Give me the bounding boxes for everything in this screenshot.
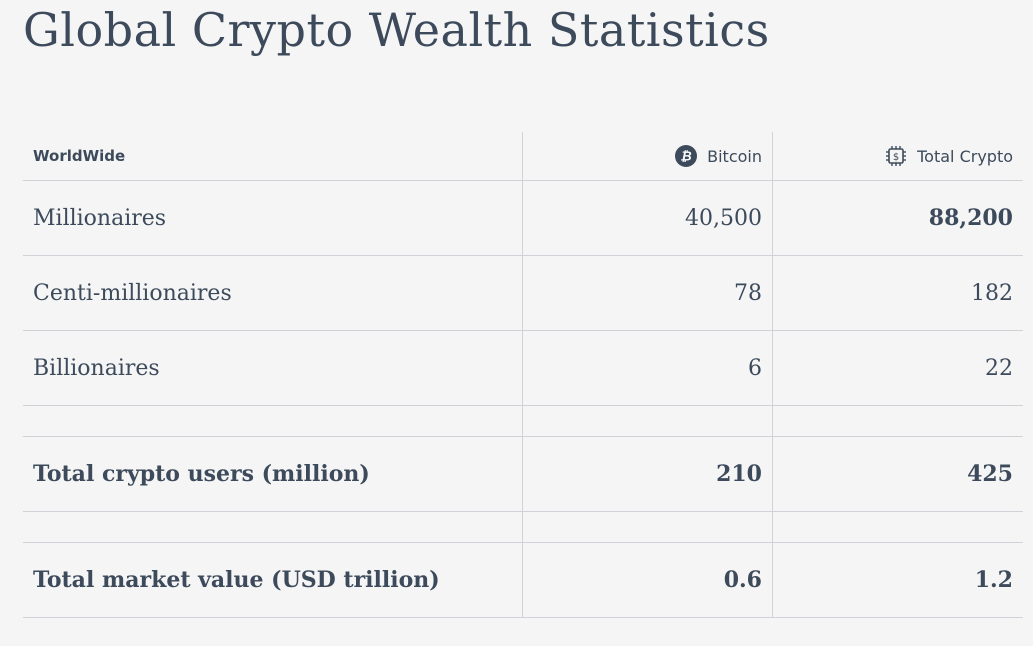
row-total-value: 182: [971, 280, 1013, 306]
total-row-bitcoin-value: 0.6: [523, 543, 773, 617]
row-total-value: 22: [985, 355, 1013, 381]
table-total-row: Total crypto users (million) 210 425: [23, 437, 1023, 512]
bitcoin-icon: ₿: [675, 145, 698, 167]
header-bitcoin: ₿ Bitcoin: [523, 132, 773, 180]
spacer-cell: [523, 512, 773, 542]
spacer-row: [23, 406, 1023, 437]
row-total-value: 88,200: [928, 205, 1013, 231]
spacer-cell: [523, 406, 773, 436]
row-bitcoin-value: 78: [523, 256, 773, 330]
table-row: Centi-millionaires 78 182: [23, 256, 1023, 331]
header-total-crypto-label: Total Crypto: [917, 146, 1013, 166]
total-row-bitcoin-value: 210: [523, 437, 773, 511]
stats-table: WorldWide ₿ Bitcoin: [23, 132, 1023, 618]
crypto-chip-icon: $: [886, 146, 907, 166]
svg-text:$: $: [893, 152, 899, 163]
row-bitcoin-value: 6: [523, 331, 773, 405]
svg-text:₿: ₿: [680, 150, 691, 165]
header-bitcoin-label: Bitcoin: [707, 146, 762, 166]
total-row-total-value: 1.2: [974, 567, 1013, 593]
total-row-total-value: 425: [967, 461, 1013, 487]
total-row-label: Total market value (USD trillion): [23, 543, 523, 617]
spacer-cell: [23, 512, 523, 542]
row-label: Billionaires: [23, 331, 523, 405]
row-label: Centi-millionaires: [23, 256, 523, 330]
header-region-label: WorldWide: [23, 132, 523, 180]
header-total-crypto: $ Total Crypto: [773, 132, 1023, 180]
spacer-cell: [773, 406, 1023, 436]
total-row-label: Total crypto users (million): [23, 437, 523, 511]
row-bitcoin-value: 40,500: [523, 181, 773, 255]
table-row: Billionaires 6 22: [23, 331, 1023, 406]
row-label: Millionaires: [23, 181, 523, 255]
table-row: Millionaires 40,500 88,200: [23, 181, 1023, 256]
spacer-cell: [773, 512, 1023, 542]
spacer-cell: [23, 406, 523, 436]
table-total-row: Total market value (USD trillion) 0.6 1.…: [23, 543, 1023, 618]
spacer-row: [23, 512, 1023, 543]
table-header-row: WorldWide ₿ Bitcoin: [23, 132, 1023, 181]
page-title: Global Crypto Wealth Statistics: [23, 3, 770, 57]
